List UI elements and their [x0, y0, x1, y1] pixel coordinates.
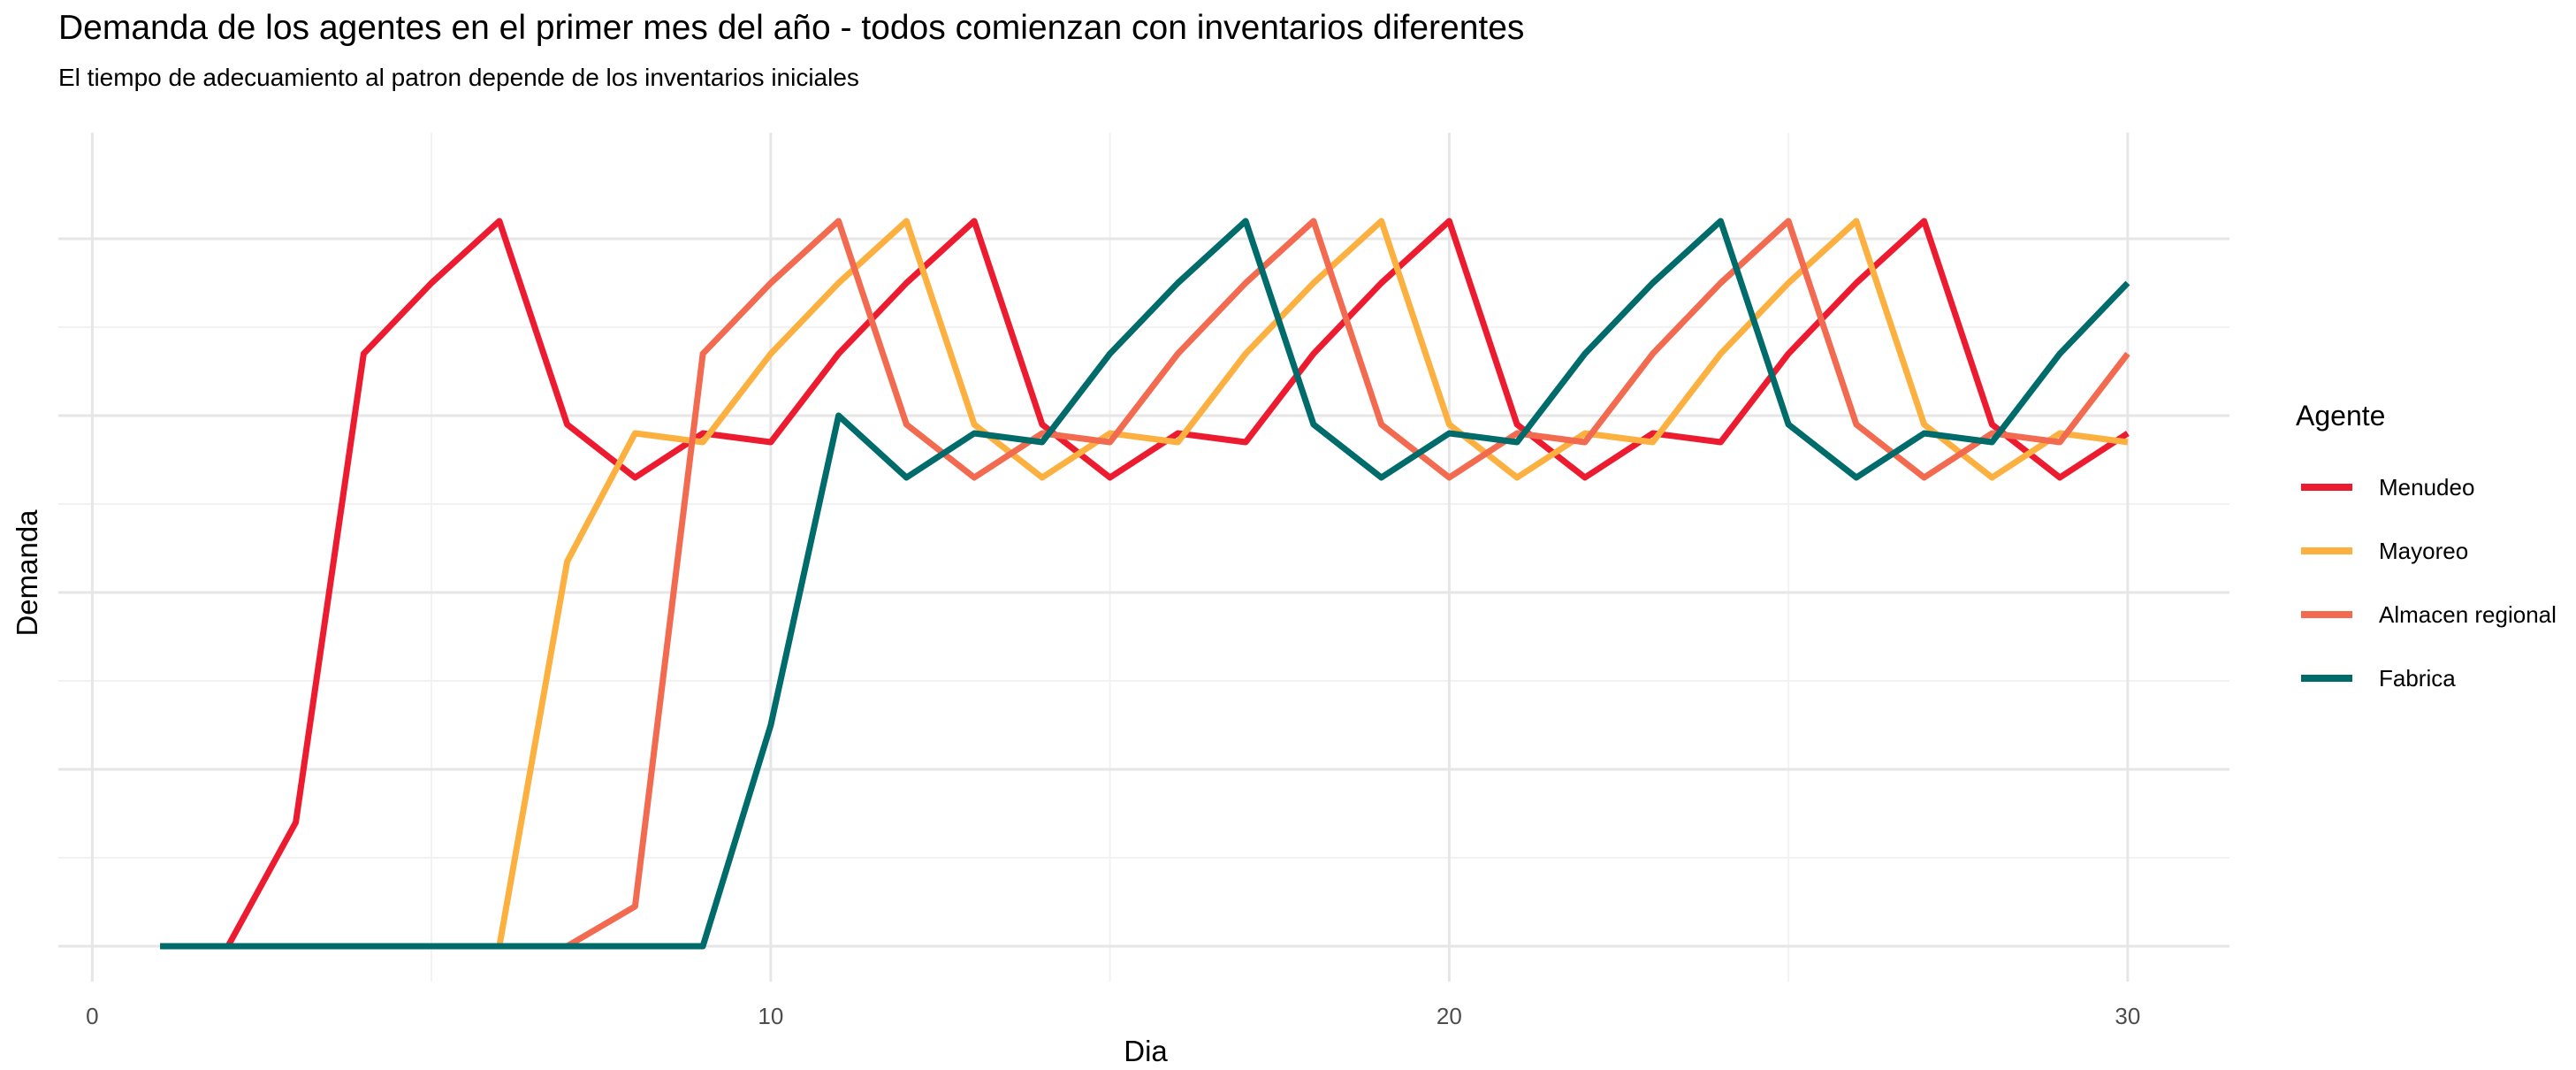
- legend-swatch: [2301, 484, 2352, 491]
- legend-label: Menudeo: [2379, 473, 2475, 501]
- legend-swatch: [2301, 547, 2352, 554]
- x-tick-label: 0: [86, 1003, 98, 1029]
- x-axis-ticks: 0 10 20 30: [86, 1003, 2140, 1029]
- legend-title: Agente: [2296, 400, 2386, 432]
- series-line-mayoreo: [160, 218, 2129, 950]
- legend: Agente Menudeo Mayoreo Almacen regional Fab…: [2296, 400, 2570, 710]
- legend-items: Menudeo Mayoreo Almacen regional Fabrica: [2296, 455, 2570, 710]
- legend-swatch: [2301, 611, 2352, 618]
- legend-swatch: [2301, 675, 2352, 682]
- series-line-fabrica: [160, 218, 2130, 950]
- x-tick-label: 10: [758, 1003, 783, 1029]
- legend-label: Fabrica: [2379, 664, 2456, 692]
- major-gridlines: [58, 133, 2229, 982]
- series-lines: [160, 218, 2130, 950]
- legend-label: Almacen regional: [2379, 600, 2557, 628]
- legend-item-fabrica: Fabrica: [2296, 646, 2570, 710]
- x-axis-label: Dia: [1124, 1035, 1168, 1067]
- chart-title: Demanda de los agentes en el primer mes …: [58, 9, 1525, 47]
- legend-item-menudeo: Menudeo: [2296, 455, 2570, 519]
- legend-item-mayoreo: Mayoreo: [2296, 519, 2570, 583]
- minor-gridlines: [58, 133, 2229, 982]
- series-line-menudeo: [160, 218, 2130, 950]
- x-tick-label: 20: [1437, 1003, 1462, 1029]
- x-tick-label: 30: [2115, 1003, 2140, 1029]
- y-axis-label: Demanda: [11, 509, 43, 637]
- chart-subtitle: El tiempo de adecuamiento al patron depe…: [58, 64, 859, 91]
- series-line-almacen-regional: [160, 218, 2130, 950]
- legend-item-almacen-regional: Almacen regional: [2296, 583, 2570, 646]
- legend-label: Mayoreo: [2379, 537, 2469, 564]
